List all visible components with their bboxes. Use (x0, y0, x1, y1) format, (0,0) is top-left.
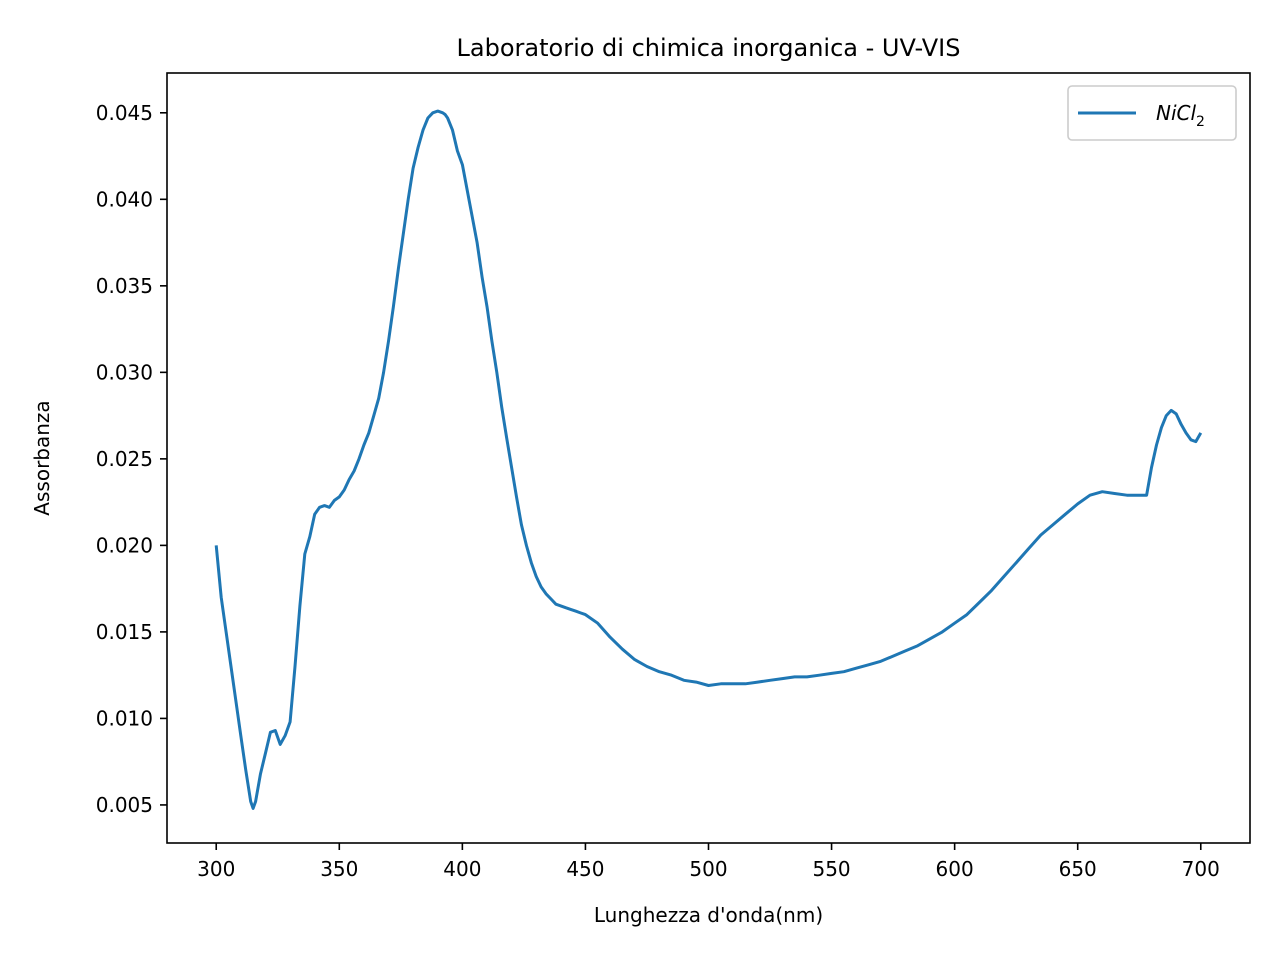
x-tick-label: 500 (689, 857, 727, 881)
y-tick-label: 0.020 (96, 533, 153, 557)
y-tick-label: 0.035 (96, 274, 153, 298)
x-tick-label: 700 (1182, 857, 1220, 881)
series-line-nicl2 (214, 109, 1203, 810)
x-tick-label: 550 (812, 857, 850, 881)
y-axis-label: Assorbanza (30, 400, 54, 515)
x-axis-label: Lunghezza d'onda(nm) (594, 903, 823, 927)
legend: NiCl2 (1067, 85, 1237, 141)
y-tick-label: 0.030 (96, 360, 153, 384)
x-tick-label: 450 (566, 857, 604, 881)
y-tick-label: 0.045 (96, 101, 153, 125)
legend-series-name: NiCl (1156, 101, 1196, 125)
x-tick-label: 650 (1059, 857, 1097, 881)
y-axis-ticks: 0.005 0.010 0.015 0.020 0.025 0.030 0.035 0.040… (96, 101, 167, 817)
plot-area-frame (166, 72, 1251, 844)
legend-box (1067, 85, 1237, 141)
y-tick-label: 0.040 (96, 187, 153, 211)
x-axis-ticks: 300 350 400 450 500 550 600 650 700 (197, 843, 1220, 881)
y-tick-label: 0.025 (96, 447, 153, 471)
chart-title: Laboratorio di chimica inorganica - UV-V… (457, 34, 961, 62)
x-tick-label: 350 (320, 857, 358, 881)
series-layer (214, 109, 1203, 810)
legend-entry-nicl2: NiCl2 (1156, 101, 1205, 130)
y-tick-label: 0.005 (96, 793, 153, 817)
y-tick-label: 0.010 (96, 706, 153, 730)
y-tick-label: 0.015 (96, 620, 153, 644)
x-tick-label: 400 (443, 857, 481, 881)
x-tick-label: 300 (197, 857, 235, 881)
legend-series-subscript: 2 (1196, 114, 1205, 130)
x-tick-label: 600 (936, 857, 974, 881)
